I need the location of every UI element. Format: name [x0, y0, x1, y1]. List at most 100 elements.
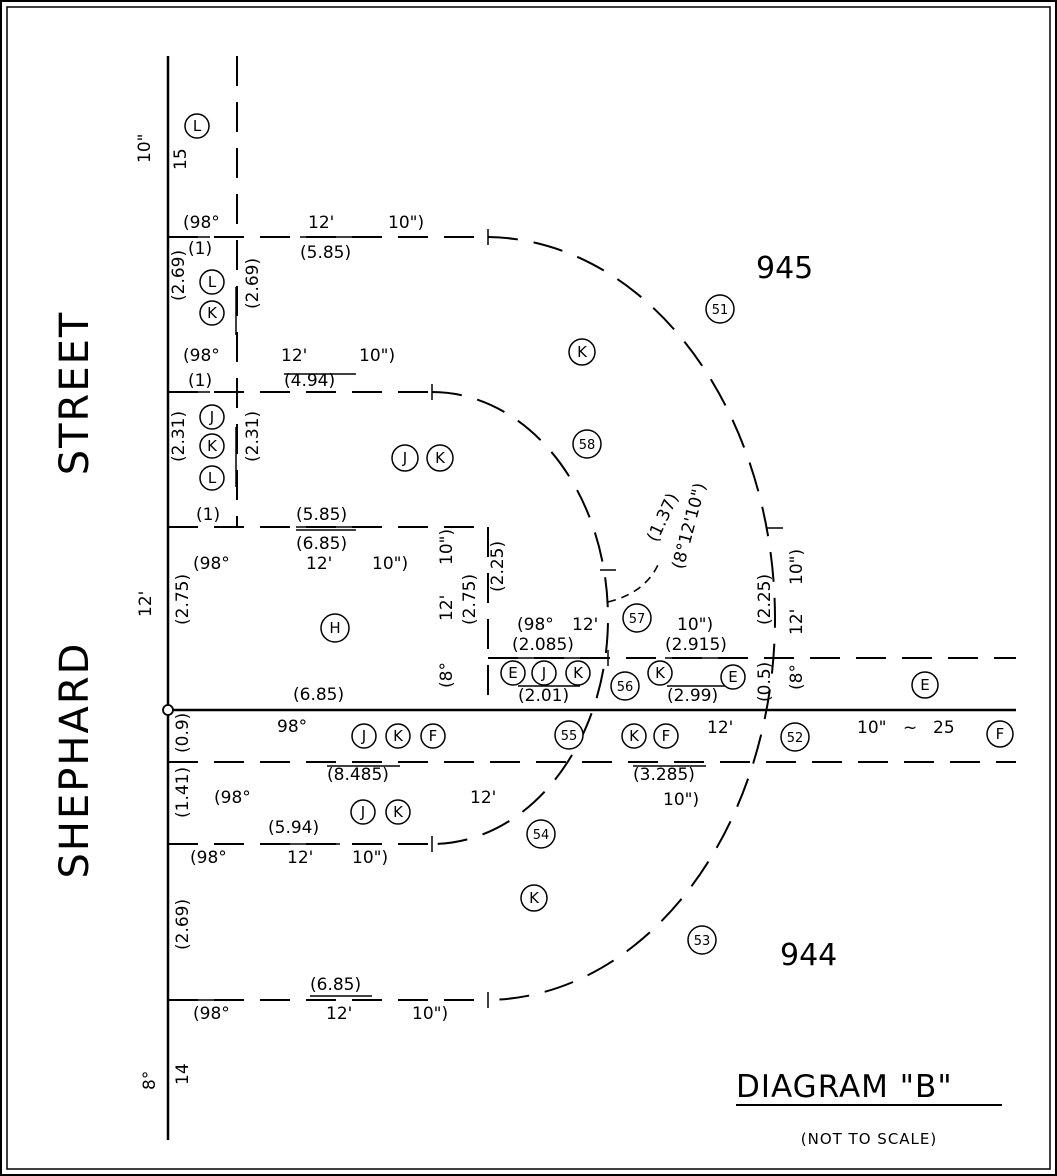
dimension-label: (8°: [787, 664, 807, 690]
dimension-label: (2.75): [460, 574, 480, 625]
callout-text: 54: [533, 828, 550, 843]
lot-number-944: 944: [780, 938, 837, 973]
callout-bubble: J: [350, 799, 376, 825]
dimension-label: (2.25): [488, 541, 508, 592]
callout-text: 58: [579, 438, 596, 453]
callout-bubble: L: [184, 113, 210, 139]
callout-circle: [705, 294, 735, 324]
callout-bubble: E: [500, 660, 526, 686]
callout-bubble: 57: [622, 603, 652, 633]
callout-circle: [426, 444, 454, 472]
dimension-label: 25: [933, 718, 955, 738]
callout-bubble: K: [520, 884, 548, 912]
callout-text: L: [193, 117, 202, 135]
callout-bubble: 51: [705, 294, 735, 324]
callout-circle: [653, 723, 679, 749]
callout-text: 51: [712, 303, 729, 318]
dimension-label: (98°: [183, 346, 220, 366]
dimension-label: 12': [470, 788, 496, 808]
callout-text: J: [360, 803, 365, 821]
callout-text: J: [402, 449, 407, 467]
dimension-label: (2.085): [512, 635, 574, 655]
callout-text: J: [209, 408, 214, 426]
callout-bubble: E: [911, 671, 939, 699]
callout-bubble: K: [426, 444, 454, 472]
dimension-label: 10"): [372, 554, 408, 574]
callout-bubble: F: [420, 723, 446, 749]
callout-circle: [385, 799, 411, 825]
callout-circle: [199, 269, 225, 295]
callout-circle: [622, 603, 652, 633]
callout-text: K: [435, 449, 446, 467]
callout-circle: [554, 720, 584, 750]
callout-circle: [531, 660, 557, 686]
callout-text: E: [508, 664, 517, 682]
dimension-label: (2.69): [243, 258, 263, 309]
callout-bubble: J: [531, 660, 557, 686]
dimension-label: 8°: [140, 1071, 160, 1090]
callout-circle: [687, 925, 717, 955]
callout-circle: [350, 799, 376, 825]
dimension-label: 12': [572, 615, 598, 635]
callout-text: K: [393, 803, 404, 821]
dimension-label: (6.85): [310, 975, 361, 995]
callout-circle: [184, 113, 210, 139]
dimension-label: (6.85): [296, 534, 347, 554]
callout-circle: [320, 613, 350, 643]
dashed-arcs: [431, 236, 777, 1001]
dimension-label: (1.41): [173, 767, 193, 818]
dimension-label: 10"): [412, 1004, 448, 1024]
dimension-label: 12': [281, 346, 307, 366]
dimension-label: (3.285): [633, 765, 695, 785]
callout-circle: [420, 723, 446, 749]
dimension-label: (98°: [193, 554, 230, 574]
dimension-label: (2.99): [667, 686, 718, 706]
dimension-label: ~: [903, 718, 917, 738]
drawing-border: [6, 6, 1051, 1170]
callout-text: 57: [629, 612, 646, 627]
dimension-label: (2.31): [169, 411, 189, 462]
callout-text: 52: [787, 731, 804, 746]
dimension-label: 12': [787, 609, 807, 635]
callout-bubble: K: [385, 723, 411, 749]
callout-text: F: [996, 725, 1005, 743]
dimension-label: 12': [707, 718, 733, 738]
callout-bubble: K: [621, 723, 647, 749]
dimension-label: (8°12'10"): [669, 481, 711, 572]
dimension-label: (98°: [183, 213, 220, 233]
dimension-label: (2.25): [755, 574, 775, 625]
dimension-label: (98°: [190, 848, 227, 868]
callout-text: L: [208, 469, 217, 487]
dimension-label: 10"): [388, 213, 424, 233]
dimension-label: 10"): [677, 615, 713, 635]
dimension-label: (98°: [517, 615, 554, 635]
dimension-label: 12': [287, 848, 313, 868]
street-name-bottom: SHEPHARD: [52, 642, 98, 879]
callout-text: J: [361, 727, 366, 745]
callout-bubble: K: [199, 433, 225, 459]
callout-text: H: [329, 619, 340, 637]
tick-marks: [431, 229, 783, 1008]
callout-circle: [720, 664, 746, 690]
lot-number-945: 945: [756, 251, 813, 286]
callout-circle: [391, 444, 419, 472]
dimension-label: (2.69): [173, 899, 193, 950]
callout-circle: [621, 723, 647, 749]
dimension-label: (2.915): [665, 635, 727, 655]
dimension-label: 12': [306, 554, 332, 574]
callout-bubble: 54: [526, 819, 556, 849]
diagram-title: DIAGRAM "B": [736, 1069, 953, 1105]
diagram-subtitle: (NOT TO SCALE): [801, 1130, 938, 1148]
callout-bubble: 55: [554, 720, 584, 750]
callout-text: K: [529, 889, 540, 907]
dimension-label: (1): [196, 505, 220, 525]
dimension-label: (2.69): [169, 250, 189, 301]
callout-circle: [647, 660, 673, 686]
dimension-label: 12': [308, 213, 334, 233]
dimension-label: (5.85): [300, 243, 351, 263]
callout-bubble: 53: [687, 925, 717, 955]
callout-bubble: L: [199, 269, 225, 295]
callout-circle: [572, 429, 602, 459]
